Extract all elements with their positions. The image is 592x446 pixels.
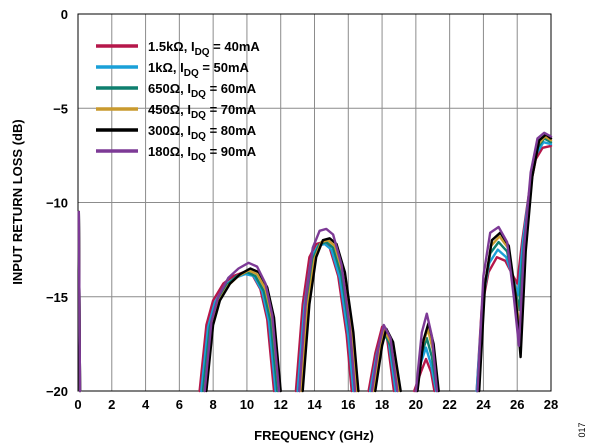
legend-label: 1kΩ, IDQ = 50mA bbox=[148, 60, 250, 79]
y-tick-label: 0 bbox=[61, 7, 68, 22]
x-tick-label: 10 bbox=[240, 397, 254, 412]
legend-label: 300Ω, IDQ = 80mA bbox=[148, 123, 257, 142]
x-tick-label: 4 bbox=[142, 397, 150, 412]
legend-item: 300Ω, IDQ = 80mA bbox=[96, 123, 257, 142]
figure-id: 017 bbox=[577, 422, 587, 437]
legend-item: 1.5kΩ, IDQ = 40mA bbox=[96, 39, 260, 58]
legend-item: 450Ω, IDQ = 70mA bbox=[96, 102, 257, 121]
series-line bbox=[298, 227, 357, 393]
x-tick-label: 28 bbox=[544, 397, 558, 412]
series-6 bbox=[77, 131, 553, 393]
legend-label: 450Ω, IDQ = 70mA bbox=[148, 102, 257, 121]
series-line bbox=[370, 323, 399, 393]
legend-item: 650Ω, IDQ = 60mA bbox=[96, 81, 257, 100]
legend-item: 180Ω, IDQ = 90mA bbox=[96, 144, 257, 163]
series-line bbox=[301, 237, 360, 393]
series-line bbox=[476, 131, 553, 393]
series-line bbox=[77, 210, 82, 393]
x-tick-label: 12 bbox=[273, 397, 287, 412]
legend-label: 650Ω, IDQ = 60mA bbox=[148, 81, 257, 100]
x-tick-label: 20 bbox=[409, 397, 423, 412]
x-axis-title: FREQUENCY (GHz) bbox=[254, 428, 374, 443]
x-tick-label: 6 bbox=[176, 397, 183, 412]
x-tick-label: 8 bbox=[210, 397, 217, 412]
y-tick-label: −10 bbox=[46, 196, 68, 211]
series-line bbox=[414, 312, 439, 393]
y-tick-label: −15 bbox=[46, 290, 68, 305]
x-tick-labels: 0 2 4 6 8 10 12 14 16 18 20 22 24 26 28 bbox=[74, 397, 558, 412]
x-tick-label: 16 bbox=[341, 397, 355, 412]
plot-area-border bbox=[77, 13, 552, 392]
series-line bbox=[478, 133, 553, 393]
x-tick-label: 26 bbox=[510, 397, 524, 412]
y-tick-label: −20 bbox=[46, 384, 68, 399]
y-tick-label: −5 bbox=[53, 101, 68, 116]
x-tick-label: 0 bbox=[74, 397, 81, 412]
legend-label: 1.5kΩ, IDQ = 40mA bbox=[148, 39, 260, 58]
legend-label: 180Ω, IDQ = 90mA bbox=[148, 144, 257, 163]
x-tick-label: 24 bbox=[476, 397, 491, 412]
legend: 1.5kΩ, IDQ = 40mA 1kΩ, IDQ = 50mA 650Ω, ID… bbox=[96, 39, 260, 163]
x-tick-label: 18 bbox=[375, 397, 389, 412]
y-tick-labels: 0 −5 −10 −15 −20 bbox=[46, 7, 68, 399]
y-axis-title: INPUT RETURN LOSS (dB) bbox=[10, 119, 25, 284]
x-tick-label: 2 bbox=[108, 397, 115, 412]
series-layer bbox=[77, 131, 553, 393]
series-line bbox=[203, 261, 281, 393]
legend-item: 1kΩ, IDQ = 50mA bbox=[96, 60, 250, 79]
x-tick-label: 22 bbox=[442, 397, 456, 412]
x-tick-label: 14 bbox=[307, 397, 322, 412]
